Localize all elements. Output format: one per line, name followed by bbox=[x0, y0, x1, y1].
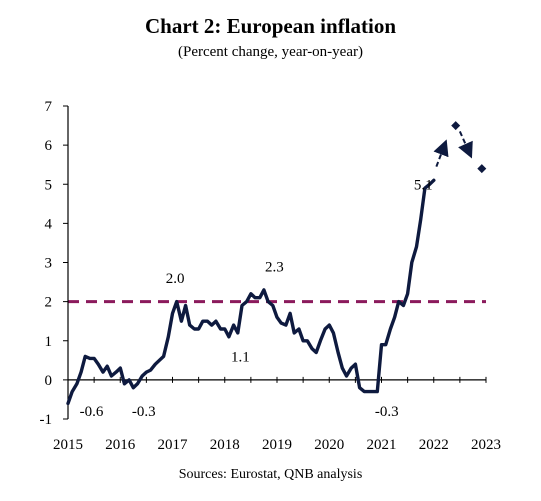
forecast-point bbox=[477, 164, 487, 174]
y-tick-label: 1 bbox=[45, 334, 53, 350]
x-tick-label: 2022 bbox=[419, 437, 449, 453]
x-tick-label: 2015 bbox=[53, 437, 83, 453]
y-tick-label: 2 bbox=[45, 295, 53, 311]
x-tick-label: 2016 bbox=[105, 437, 136, 453]
y-tick-label: 0 bbox=[45, 373, 53, 389]
y-tick-label: -1 bbox=[40, 412, 53, 428]
y-tick-label: 5 bbox=[45, 177, 53, 193]
inflation-series-line bbox=[66, 178, 436, 406]
y-tick-label: 4 bbox=[45, 216, 53, 232]
y-tick-label: 6 bbox=[45, 138, 53, 154]
forecast-arrow bbox=[458, 131, 473, 159]
data-label: 2.0 bbox=[166, 271, 185, 287]
x-tick-label: 2018 bbox=[210, 437, 240, 453]
data-label: -0.3 bbox=[375, 404, 399, 420]
data-label: -0.3 bbox=[132, 404, 156, 420]
x-tick-label: 2019 bbox=[262, 437, 292, 453]
x-tick-label: 2021 bbox=[367, 437, 397, 453]
y-tick-label: 7 bbox=[45, 99, 53, 115]
chart-title: Chart 2: European inflation bbox=[144, 14, 397, 38]
chart-subtitle: (Percent change, year-on-year) bbox=[177, 44, 363, 60]
forecast-point bbox=[451, 121, 461, 131]
y-tick-label: 3 bbox=[45, 256, 53, 272]
forecast-arrow bbox=[433, 139, 449, 167]
x-tick-label: 2017 bbox=[158, 437, 189, 453]
x-tick-label: 2020 bbox=[314, 437, 344, 453]
data-label: 5.1 bbox=[414, 177, 433, 193]
x-tick-label: 2023 bbox=[471, 437, 501, 453]
data-label: -0.6 bbox=[80, 404, 104, 420]
data-label: 2.3 bbox=[265, 259, 284, 275]
source-note: Sources: Eurostat, QNB analysis bbox=[178, 467, 363, 482]
data-label: 1.1 bbox=[231, 349, 250, 365]
